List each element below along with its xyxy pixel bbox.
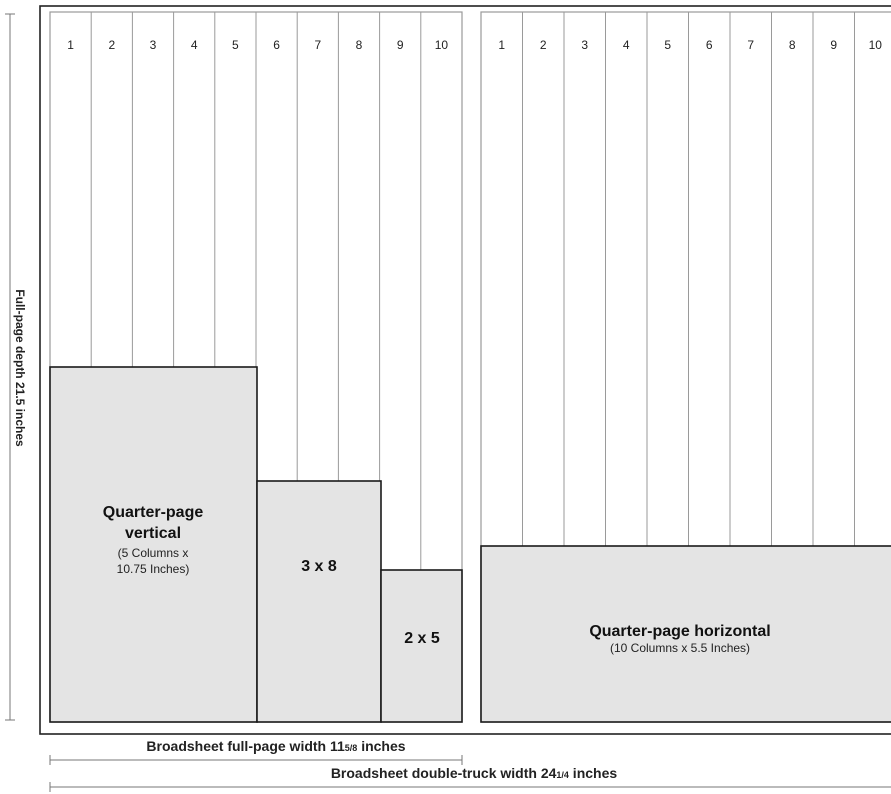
- two-by-five-box: [380, 569, 463, 723]
- double-truck-width-dimension: Broadsheet double-truck width 241/4 inch…: [49, 765, 891, 792]
- three-by-eight-box: [256, 480, 382, 723]
- two-by-five-title: 2 x 5: [404, 630, 440, 647]
- left_page-column-number: 1: [67, 38, 74, 52]
- quarter-horizontal-title: Quarter-page horizontal: [589, 623, 770, 640]
- depth-label: Full-page depth 21.5 inches: [13, 289, 27, 447]
- full-width-suffix: inches: [357, 738, 405, 754]
- left_page-column-number: 10: [435, 38, 449, 52]
- double-width-fraction: 1/4: [556, 770, 569, 780]
- left-column-numbers: 1 2 3 4 5 6 7 8 9 10: [67, 38, 448, 52]
- ad-quarter-page-horizontal: Quarter-page horizontal (10 Columns x 5.…: [480, 545, 891, 723]
- quarter-vertical-box: [49, 366, 258, 723]
- full-width-prefix: Broadsheet full-page width 11: [146, 738, 345, 754]
- double-width-prefix: Broadsheet double-truck width 24: [331, 765, 557, 781]
- depth-dimension: Full-page depth 21.5 inches: [5, 13, 27, 721]
- right-column-lines: [522, 12, 855, 546]
- double-truck-frame: [39, 5, 891, 735]
- right_page-column-number: 8: [789, 38, 796, 52]
- right_page-column-number: 9: [830, 38, 837, 52]
- left_page-column-number: 7: [314, 38, 321, 52]
- double-width-suffix: inches: [569, 765, 617, 781]
- full-width-fraction: 5/8: [345, 743, 358, 753]
- quarter-vertical-title-2: vertical: [125, 525, 181, 542]
- quarter-horizontal-sub: (10 Columns x 5.5 Inches): [610, 641, 750, 655]
- left_page-column-number: 3: [150, 38, 157, 52]
- left_page-column-number: 6: [273, 38, 280, 52]
- quarter-vertical-title-1: Quarter-page: [103, 504, 204, 521]
- full-width-label: Broadsheet full-page width 115/8 inches: [146, 738, 405, 754]
- left_page-column-number: 5: [232, 38, 239, 52]
- right_page-column-number: 4: [623, 38, 630, 52]
- quarter-horizontal-box: [480, 545, 891, 723]
- quarter-vertical-sub-2: 10.75 Inches): [117, 562, 190, 576]
- right-column-numbers: 1 2 3 4 5 6 7 8 9 10: [498, 38, 882, 52]
- right_page-column-number: 5: [664, 38, 671, 52]
- right_page-column-number: 6: [706, 38, 713, 52]
- double-width-label: Broadsheet double-truck width 241/4 inch…: [331, 765, 618, 781]
- right_page-column-number: 2: [540, 38, 547, 52]
- left_page-column-number: 2: [108, 38, 115, 52]
- left_page-column-number: 8: [356, 38, 363, 52]
- right_page-column-number: 7: [747, 38, 754, 52]
- full-page-width-dimension: Broadsheet full-page width 115/8 inches: [49, 738, 463, 765]
- left-column-lines: [90, 12, 422, 570]
- left_page-column-number: 9: [397, 38, 404, 52]
- right_page-column-number: 10: [869, 38, 883, 52]
- ad-2x5: 2 x 5: [380, 569, 463, 723]
- right_page-column-number: 3: [581, 38, 588, 52]
- ad-3x8: 3 x 8: [256, 480, 382, 723]
- quarter-vertical-sub-1: (5 Columns x: [118, 546, 189, 560]
- right_page-column-number: 1: [498, 38, 505, 52]
- ad-quarter-page-vertical: Quarter-page vertical (5 Columns x 10.75…: [49, 366, 258, 723]
- three-by-eight-title: 3 x 8: [301, 558, 337, 575]
- left_page-column-number: 4: [191, 38, 198, 52]
